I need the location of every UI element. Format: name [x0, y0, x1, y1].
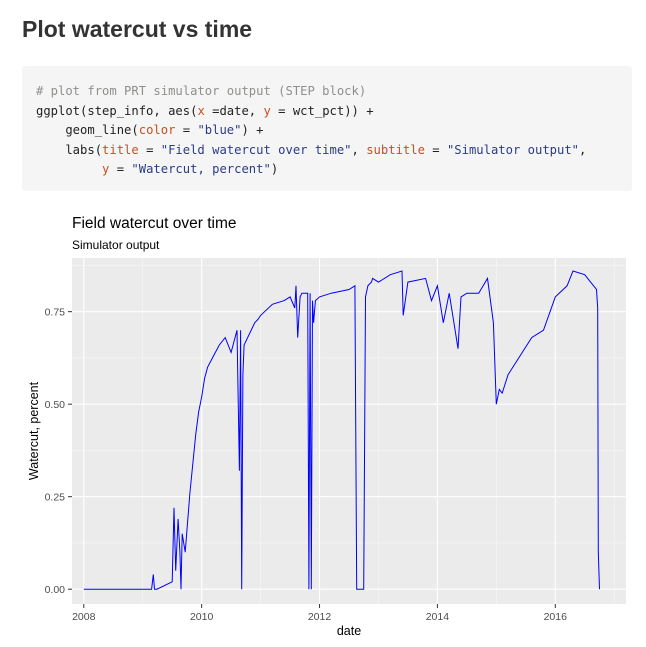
code-line: y = "Watercut, percent")	[36, 160, 632, 180]
code-token: x	[197, 103, 205, 118]
code-block[interactable]: # plot from PRT simulator output (STEP b…	[22, 66, 632, 191]
code-token: "blue"	[197, 123, 242, 137]
chart-subtitle: Simulator output	[72, 238, 160, 252]
code-token: color	[138, 123, 176, 137]
x-tick-label: 2010	[190, 611, 214, 623]
x-tick-label: 2016	[544, 611, 568, 623]
code-token: "Simulator output"	[446, 142, 580, 157]
y-tick-label: 0.75	[45, 307, 66, 319]
x-axis: 2008 2010 2012 2014 2016	[72, 604, 567, 623]
code-token: ,	[351, 142, 367, 157]
x-tick-label: 2008	[72, 611, 96, 623]
x-tick-label: 2012	[308, 611, 332, 623]
code-line: ggplot(step_info, aes(x =date, y = wct_p…	[36, 102, 632, 122]
code-token: ggplot(step_info, aes(	[36, 103, 198, 118]
major-gridlines	[72, 258, 626, 604]
y-tick-label: 0.50	[45, 399, 66, 411]
y-axis: 0.00 0.25 0.50 0.75	[45, 307, 72, 596]
code-token: # plot from PRT simulator output (STEP b…	[36, 84, 367, 98]
watercut-series-line	[83, 270, 600, 590]
code-token: )	[270, 162, 279, 176]
plot-panel	[72, 258, 626, 604]
code-token: title	[102, 142, 139, 157]
y-tick-label: 0.25	[45, 492, 66, 504]
code-token: =	[175, 123, 198, 137]
code-token: y	[102, 162, 110, 176]
y-axis-label: Watercut, percent	[27, 381, 41, 480]
code-token: labs(	[36, 142, 103, 157]
code-line: # plot from PRT simulator output (STEP b…	[36, 82, 632, 102]
code-token: =	[424, 142, 447, 157]
code-token: subtitle	[366, 142, 425, 157]
code-token: ,	[579, 142, 587, 157]
code-token	[36, 162, 102, 176]
code-token: "Field watercut over time"	[160, 142, 352, 157]
code-token: =	[109, 162, 132, 176]
code-token: geom_line(	[36, 123, 139, 137]
code-token: "Watercut, percent"	[131, 162, 271, 176]
code-line: geom_line(color = "blue") +	[36, 121, 632, 141]
watercut-chart: Field watercut over time Simulator outpu…	[27, 215, 626, 638]
page-title: Plot watercut vs time	[22, 16, 253, 42]
chart-title: Field watercut over time	[72, 215, 237, 232]
code-token: =	[138, 142, 161, 157]
code-token: = wct_pct)) +	[270, 103, 374, 118]
code-line: labs(title = "Field watercut over time",…	[36, 141, 632, 161]
x-axis-label: date	[337, 624, 361, 638]
code-token: ) +	[241, 123, 264, 137]
y-tick-label: 0.00	[45, 584, 66, 596]
x-tick-label: 2014	[426, 611, 450, 623]
code-token: y	[263, 103, 271, 118]
minor-gridlines	[72, 258, 626, 604]
code-token: =date,	[204, 103, 264, 118]
